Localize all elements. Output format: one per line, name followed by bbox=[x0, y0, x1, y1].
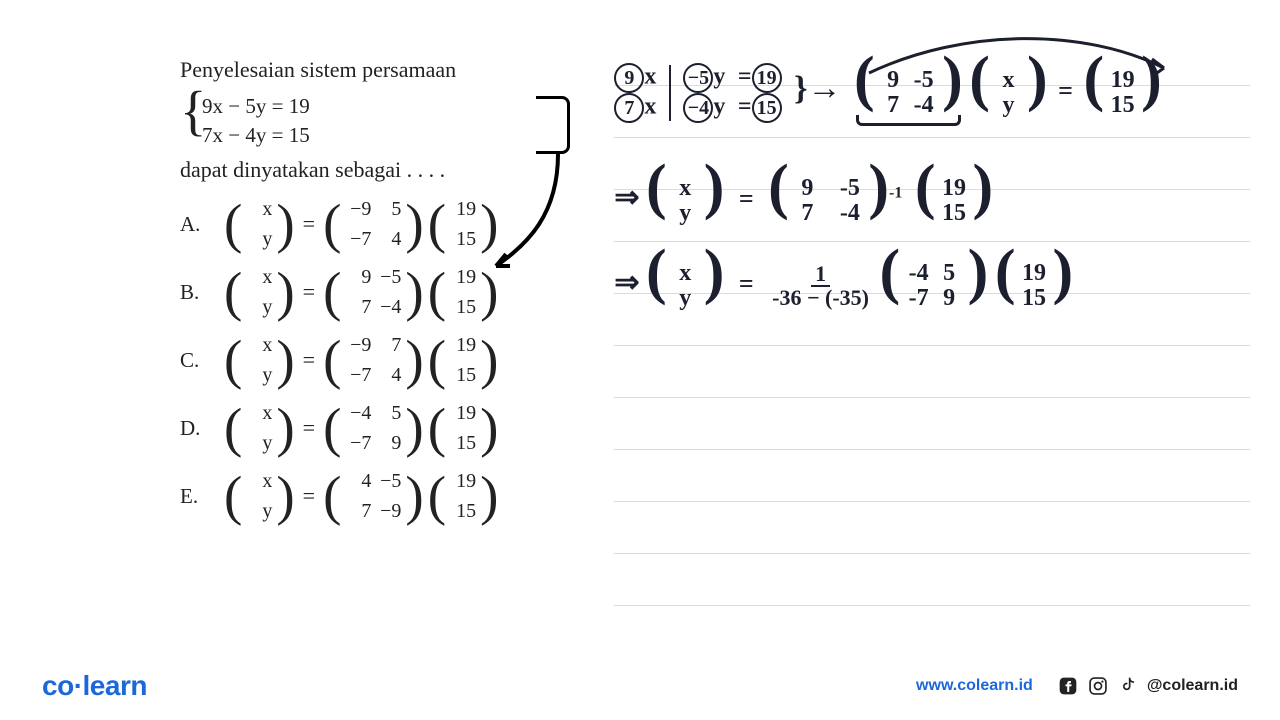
hw-row-3: ⇒ ( xy ) = 1 -36 − (-35) ( -4-7 59 ) ( 1… bbox=[614, 254, 1250, 311]
footer: co·learn www.colearn.id @colearn.id bbox=[0, 670, 1280, 702]
bracket-annot-icon bbox=[536, 96, 570, 154]
implies-icon: ⇒ bbox=[614, 181, 639, 214]
handwriting-block: 9x 7x −5y −4y =19 =15 }→ ( 97 bbox=[614, 61, 1250, 311]
circled-19-icon: 19 bbox=[752, 63, 782, 93]
option-d: D. ( xy ) = ( −4−7 59 ) ( 1915 ) bbox=[180, 399, 604, 457]
option-d-expr: ( xy ) = ( −4−7 59 ) ( 1915 ) bbox=[224, 399, 498, 457]
option-e: E. ( xy ) = ( 47 −5−9 ) ( 1915 ) bbox=[180, 467, 604, 525]
left-brace-icon: { bbox=[180, 92, 206, 131]
question-column: Penyelesaian sistem persamaan { 9x − 5y … bbox=[0, 55, 614, 620]
maps-to-icon: }→ bbox=[794, 70, 841, 107]
vbar-icon bbox=[669, 65, 671, 121]
option-b-expr: ( xy ) = ( 97 −5−4 ) ( 1915 ) bbox=[224, 263, 498, 321]
circled-neg4-icon: −4 bbox=[683, 93, 713, 123]
hw-row-2: ⇒ ( xy ) = ( 97 -5-4 )-1 ( 1915 ) bbox=[614, 169, 1250, 226]
determinant-fraction: 1 -36 − (-35) bbox=[768, 263, 873, 309]
option-e-expr: ( xy ) = ( 47 −5−9 ) ( 1915 ) bbox=[224, 467, 498, 525]
tiktok-icon[interactable] bbox=[1117, 675, 1139, 697]
hw-row-1: 9x 7x −5y −4y =19 =15 }→ ( 97 bbox=[614, 61, 1250, 123]
work-column: 9x 7x −5y −4y =19 =15 }→ ( 97 bbox=[614, 55, 1280, 620]
option-c-expr: ( xy ) = ( −9−7 74 ) ( 1915 ) bbox=[224, 331, 498, 389]
question-intro: Penyelesaian sistem persamaan bbox=[180, 55, 604, 86]
social-handle[interactable]: @colearn.id bbox=[1147, 677, 1238, 695]
circled-7-icon: 7 bbox=[614, 93, 644, 123]
underbraced-matrix: ( 97 -5-4 ) bbox=[854, 61, 963, 118]
site-url[interactable]: www.colearn.id bbox=[916, 677, 1033, 695]
option-a-expr: ( xy ) = ( −9−7 54 ) ( 1915 ) bbox=[224, 195, 498, 253]
option-c: C. ( xy ) = ( −9−7 74 ) ( 1915 ) bbox=[180, 331, 604, 389]
circled-9-icon: 9 bbox=[614, 63, 644, 93]
brand-logo: co·learn bbox=[42, 670, 147, 702]
instagram-icon[interactable] bbox=[1087, 675, 1109, 697]
page: Penyelesaian sistem persamaan { 9x − 5y … bbox=[0, 0, 1280, 620]
social-links: @colearn.id bbox=[1057, 675, 1238, 697]
facebook-icon[interactable] bbox=[1057, 675, 1079, 697]
circled-15-icon: 15 bbox=[752, 93, 782, 123]
equation-system: { 9x − 5y = 19 7x − 4y = 15 bbox=[180, 92, 604, 151]
inverse-superscript: -1 bbox=[889, 184, 902, 201]
footer-right: www.colearn.id @colearn.id bbox=[916, 675, 1238, 697]
arrow-annot-icon bbox=[488, 154, 568, 274]
implies-icon: ⇒ bbox=[614, 266, 639, 299]
circled-neg5-icon: −5 bbox=[683, 63, 713, 93]
